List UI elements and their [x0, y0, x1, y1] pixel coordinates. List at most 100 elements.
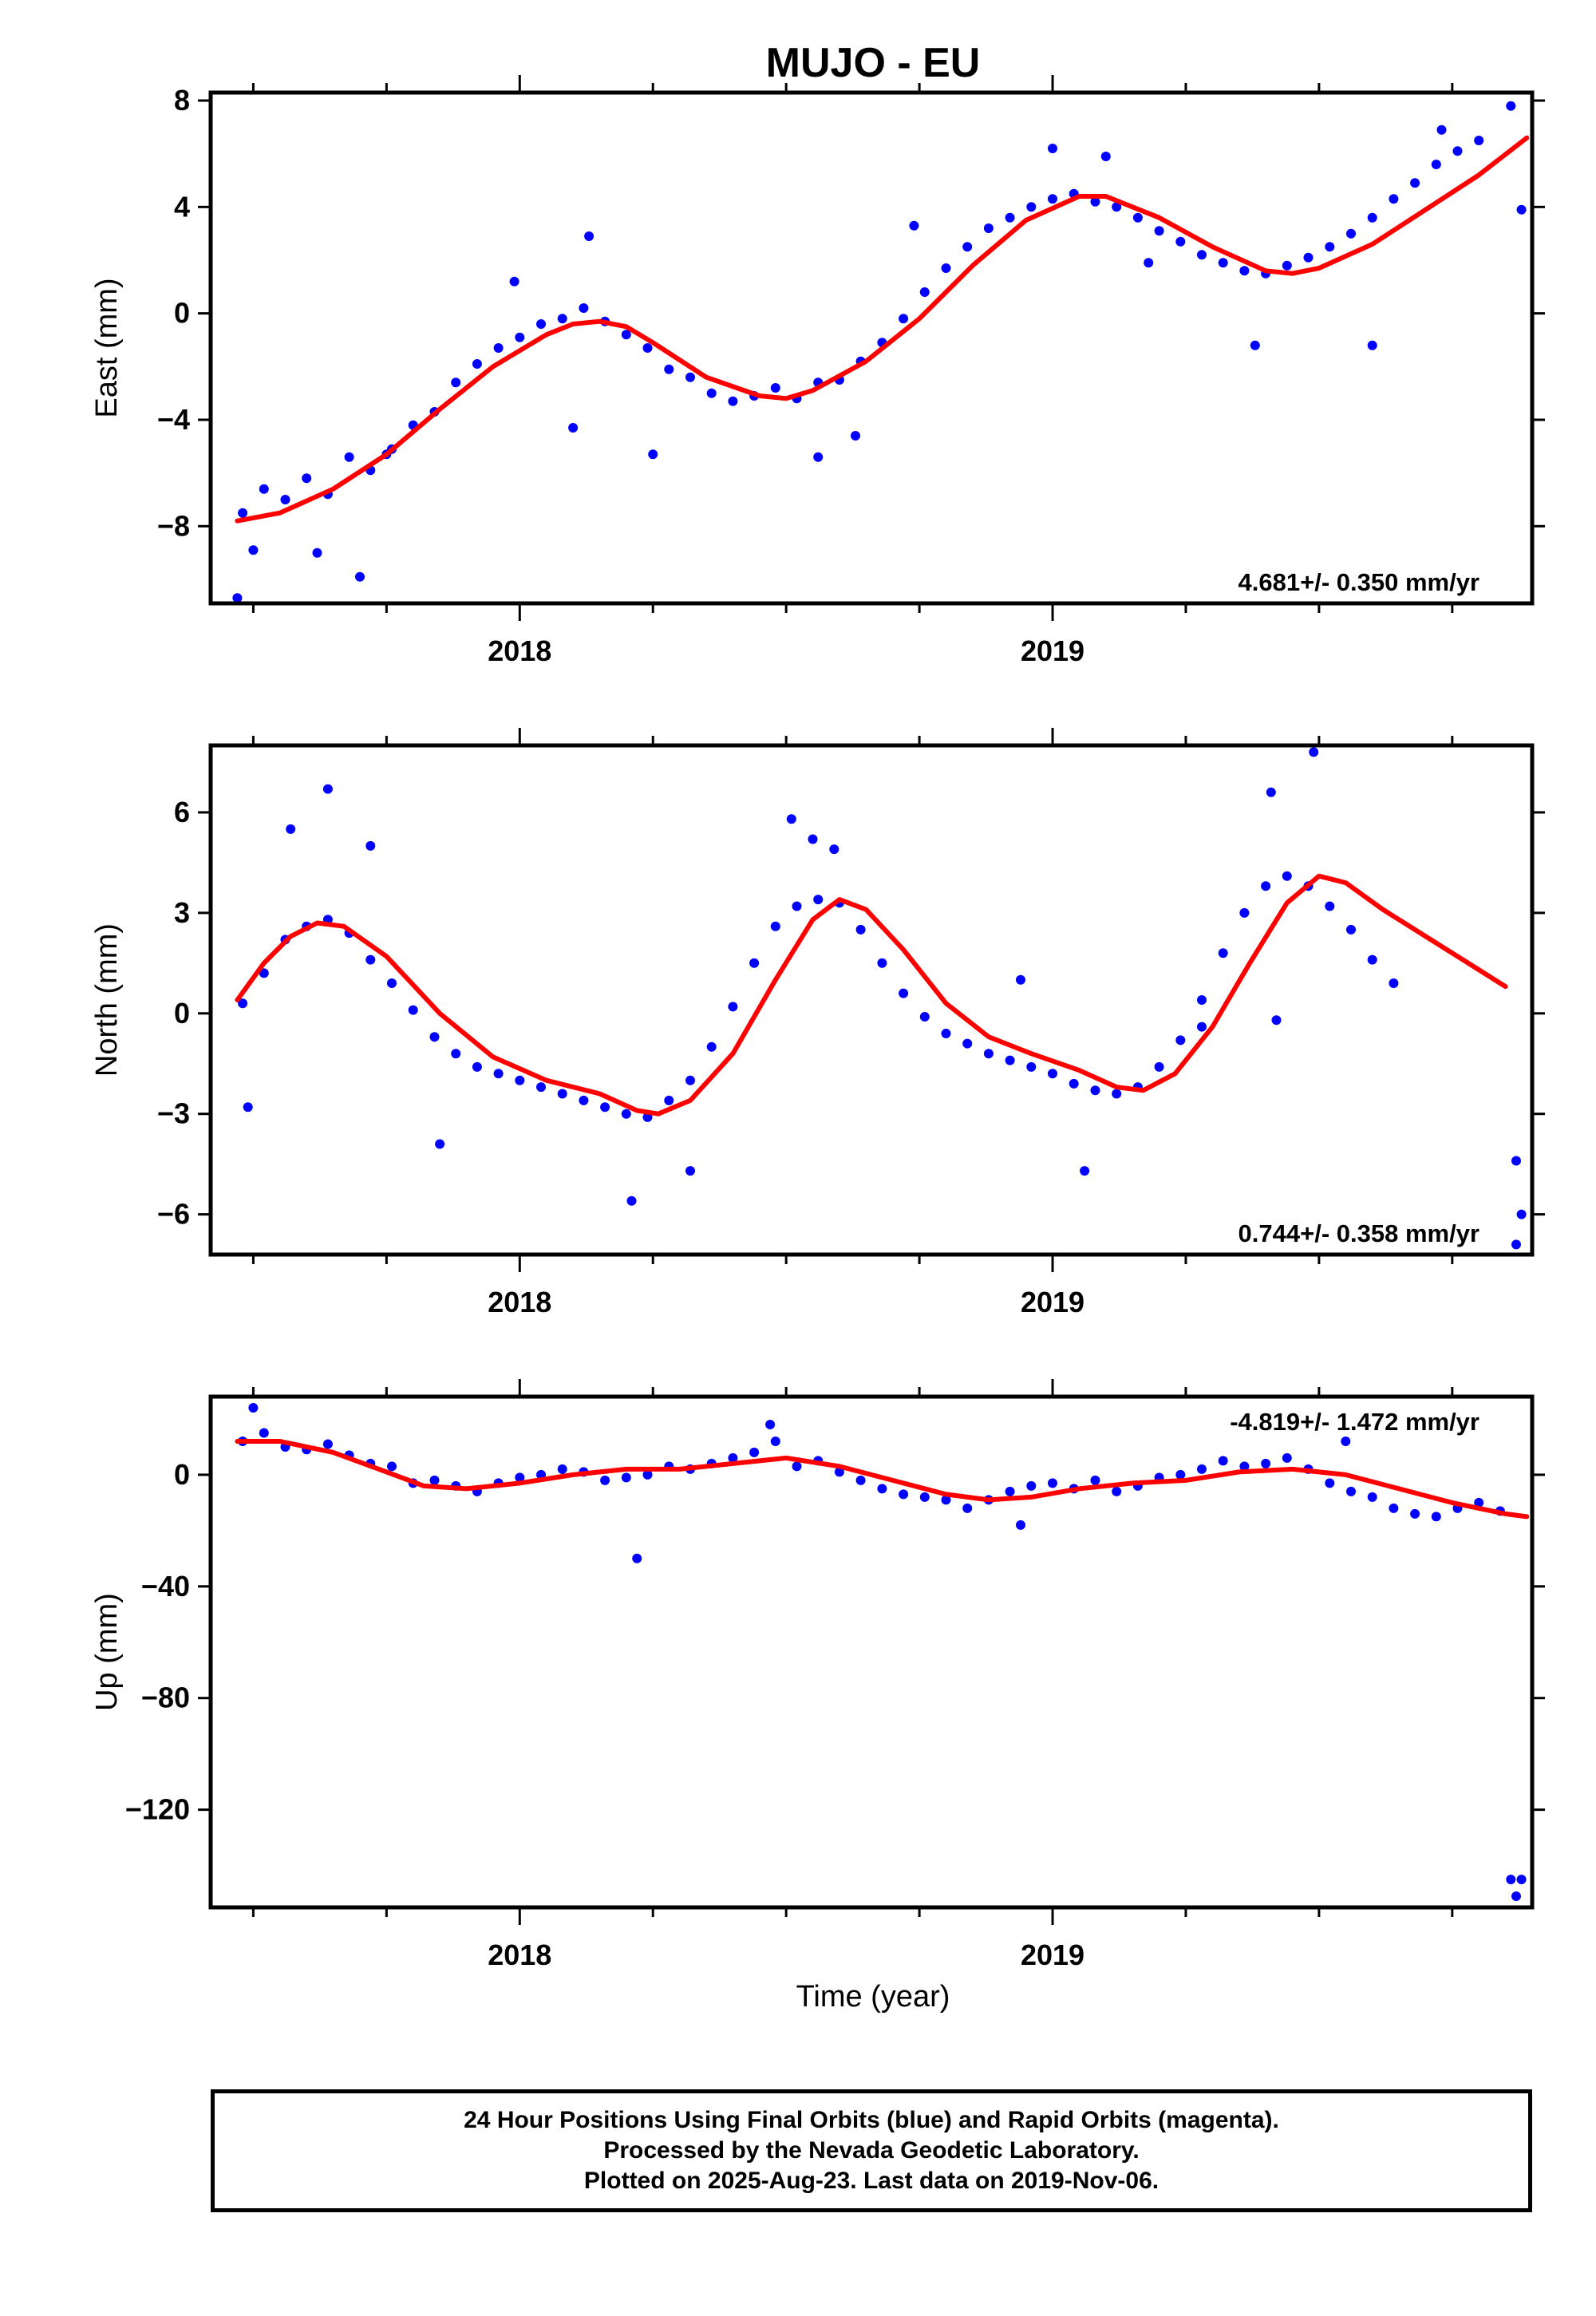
- east-data-point: [1239, 266, 1250, 276]
- up-y-axis-label: Up (mm): [90, 1593, 124, 1711]
- north-data-point: [365, 840, 376, 851]
- footer-line-3: Plotted on 2025-Aug-23. Last data on 201…: [583, 2168, 1159, 2194]
- up-data-point: [765, 1420, 776, 1429]
- x-axis-label: Time (year): [796, 1980, 950, 2014]
- up-data-point: [642, 1469, 653, 1480]
- east-data-point: [1005, 212, 1015, 223]
- north-data-point: [493, 1069, 504, 1079]
- north-fit-line: [235, 873, 1508, 1117]
- north-data-point: [1112, 1089, 1122, 1099]
- north-data-point: [1346, 924, 1356, 935]
- east-data-point: [621, 330, 631, 340]
- east-data-point: [1048, 194, 1057, 204]
- up-data-point: [387, 1461, 397, 1472]
- north-data-point: [1069, 1078, 1079, 1089]
- up-data-point: [899, 1489, 909, 1500]
- north-data-point: [813, 895, 824, 905]
- up-data-point: [248, 1403, 259, 1413]
- north-data-point: [472, 1061, 482, 1072]
- up-data-point: [621, 1472, 631, 1483]
- north-data-point: [1516, 1209, 1527, 1219]
- up-x-tick-label: 2018: [488, 1939, 551, 1971]
- up-data-point: [1016, 1520, 1025, 1530]
- north-y-tick-label: 0: [174, 997, 190, 1030]
- up-data-point: [1341, 1437, 1351, 1446]
- north-data-point: [1175, 1035, 1186, 1045]
- up-data-point: [941, 1495, 951, 1505]
- north-data-point: [1005, 1055, 1015, 1065]
- east-y-tick-label: −8: [157, 509, 190, 542]
- north-data-point: [429, 1032, 440, 1042]
- north-data-point: [1389, 978, 1399, 988]
- east-data-point: [919, 287, 930, 297]
- east-data-point: [1452, 146, 1463, 156]
- north-data-point: [322, 784, 333, 794]
- east-x-tick-label: 2018: [488, 634, 551, 667]
- up-data-point: [1367, 1492, 1377, 1502]
- east-data-point: [770, 383, 780, 393]
- up-data-point: [1516, 1875, 1527, 1884]
- east-plot-area: [232, 101, 1530, 603]
- east-data-point: [1303, 252, 1314, 263]
- east-data-point: [1112, 202, 1122, 212]
- east-data-point: [1218, 258, 1228, 268]
- north-rate-label: 0.744+/- 0.358 mm/yr: [1238, 1219, 1479, 1247]
- north-data-point: [1239, 907, 1250, 918]
- up-panel: 0 −40 −80 −120 2018 2019 Up (mm) -4.819+/- 1.47…: [90, 1379, 1545, 1971]
- east-y-tick-label: 0: [174, 297, 190, 330]
- east-data-point: [1474, 136, 1484, 145]
- east-data-point: [344, 452, 354, 462]
- north-data-point: [877, 958, 887, 968]
- up-data-point: [1218, 1456, 1228, 1466]
- north-data-point: [1154, 1061, 1164, 1072]
- north-data-point: [685, 1166, 695, 1176]
- north-y-tick-label: 3: [174, 896, 190, 929]
- east-data-point: [1367, 340, 1377, 350]
- east-y-tick-label: 8: [174, 84, 190, 117]
- north-data-point: [808, 834, 818, 844]
- north-data-point: [579, 1095, 589, 1105]
- up-data-point: [834, 1467, 844, 1477]
- east-data-point: [1516, 204, 1527, 215]
- east-data-point: [1132, 212, 1143, 223]
- chart-title: MUJO - EU: [766, 40, 981, 86]
- up-data-point: [855, 1475, 866, 1485]
- north-data-point: [1261, 881, 1271, 891]
- east-data-point: [851, 431, 860, 441]
- up-data-point: [1474, 1497, 1484, 1508]
- east-data-point: [1250, 340, 1260, 350]
- up-y-tick-label: −80: [141, 1682, 190, 1714]
- east-data-point: [515, 332, 525, 342]
- north-data-point: [1090, 1085, 1100, 1096]
- north-data-point: [286, 824, 296, 834]
- up-data-point: [1048, 1478, 1057, 1488]
- north-data-point: [626, 1196, 637, 1206]
- east-data-point: [983, 223, 994, 233]
- east-data-point: [813, 452, 824, 462]
- up-y-tick-label: 0: [174, 1458, 190, 1491]
- north-data-point: [451, 1049, 461, 1059]
- up-data-point: [1239, 1461, 1250, 1472]
- east-data-point: [1048, 144, 1057, 153]
- up-data-point: [877, 1484, 887, 1494]
- east-data-point: [568, 423, 579, 433]
- east-data-point: [1410, 178, 1420, 188]
- footer-line-2: Processed by the Nevada Geodetic Laborat…: [603, 2137, 1140, 2164]
- east-y-tick-label: −4: [157, 403, 190, 436]
- east-y-tick-label: 4: [174, 190, 190, 223]
- east-data-point: [1175, 236, 1186, 247]
- north-data-point: [238, 998, 248, 1009]
- north-data-point: [621, 1109, 631, 1119]
- north-data-point: [1511, 1156, 1521, 1166]
- east-data-point: [557, 314, 567, 324]
- north-data-point: [685, 1075, 695, 1085]
- up-data-point: [1506, 1875, 1516, 1884]
- north-data-point: [1026, 1061, 1037, 1072]
- east-y-axis-label: East (mm): [90, 278, 124, 417]
- north-data-point: [243, 1102, 253, 1113]
- up-plot-area: [235, 1403, 1530, 1901]
- east-data-point: [909, 220, 919, 231]
- north-data-point: [962, 1038, 973, 1049]
- up-data-point: [728, 1452, 738, 1463]
- east-data-point: [664, 364, 674, 374]
